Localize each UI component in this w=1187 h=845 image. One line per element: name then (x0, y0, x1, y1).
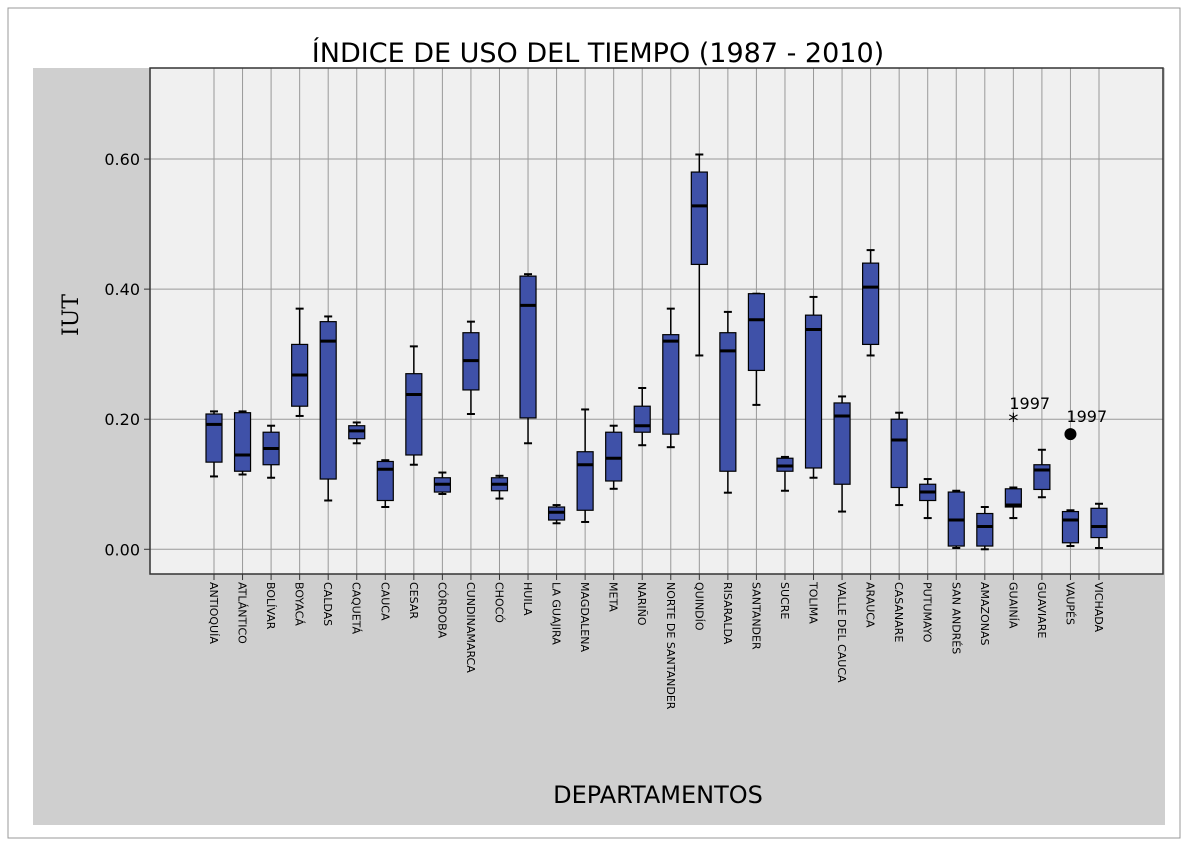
x-tick-label: GUAVIARE (1035, 582, 1048, 638)
x-tick-label: META (607, 582, 620, 612)
box (205, 413, 223, 463)
x-tick-label: VAUPÉS (1063, 582, 1076, 625)
box (890, 418, 908, 489)
box (862, 262, 880, 346)
box (662, 334, 680, 435)
box (1004, 488, 1022, 508)
x-tick-label: CAUCA (378, 582, 391, 621)
x-tick-label: RISARALDA (721, 582, 734, 645)
x-tick-label: SUCRE (778, 582, 791, 619)
x-tick-label: VICHADA (1092, 582, 1105, 633)
y-tick-label: 0.40 (104, 280, 140, 299)
plot-border (149, 67, 1164, 575)
y-tick-label: 0.00 (104, 540, 140, 559)
box (519, 275, 537, 419)
chart-title: ÍNDICE DE USO DEL TIEMPO (1987 - 2010) (312, 37, 884, 69)
box (376, 460, 394, 502)
box (747, 293, 766, 372)
x-tick-label: LA GUAJIRA (550, 582, 563, 645)
box (804, 314, 823, 469)
box (233, 412, 252, 472)
plot: 0.00 0.20 0.40 0.60 ANTIOQUÍA ATLÁNTICO BOLÍVA… (104, 68, 1163, 710)
x-tick-label: GUAINÍA (1006, 582, 1019, 629)
y-tick-label: 0.20 (104, 410, 140, 429)
x-tick-label: BOLÍVAR (264, 582, 277, 630)
x-tick-label: ANTIOQUÍA (207, 582, 220, 644)
box (719, 332, 737, 472)
box (1090, 507, 1108, 539)
y-tick-label: 0.60 (104, 150, 140, 169)
box (405, 373, 423, 456)
x-axis-label: DEPARTAMENTOS (553, 781, 763, 809)
box (976, 512, 994, 547)
box (833, 402, 851, 485)
outlier-label: 1997 (1066, 407, 1107, 426)
box (319, 321, 337, 480)
y-axis-label: IUT (59, 294, 84, 336)
plot-area (150, 68, 1163, 574)
x-tick-label: SAN ANDRÉS (949, 582, 962, 654)
x-tick-label: CUNDINAMARCA (464, 582, 477, 673)
x-tick-label: AMAZONAS (978, 582, 991, 645)
x-tick-label: QUINDÍO (692, 582, 705, 631)
x-tick-label: CASANARE (892, 582, 905, 642)
x-tick-label: NARIÑO (635, 582, 648, 626)
box (576, 451, 594, 511)
x-tick-label: CALDAS (321, 582, 334, 626)
outlier (1064, 428, 1077, 441)
outlier-label: 1997 (1009, 394, 1050, 413)
x-tick-label: HUILA (521, 582, 534, 616)
x-tick-label: CAQUETÁ (350, 582, 363, 635)
x-tick-label: SANTANDER (749, 582, 762, 650)
x-tick-label: TOLIMA (807, 581, 820, 624)
x-tick-label: ATLÁNTICO (236, 582, 249, 644)
box (1061, 510, 1080, 544)
box (633, 405, 651, 433)
x-tick-label: NORTE DE SANTANDER (664, 582, 677, 710)
x-tick-label: BOYACÁ (293, 582, 306, 626)
x-tick-label: CESAR (407, 582, 420, 619)
x-tick-label: ARAUCA (864, 582, 877, 628)
x-tick-label: MAGDALENA (578, 582, 591, 652)
x-tick-label: VALLE DEL CAUCA (835, 582, 848, 683)
box (690, 171, 708, 266)
x-tick-label: PUTUMAYO (921, 582, 934, 643)
box (605, 431, 623, 482)
x-tick-label: CHOCÓ (492, 582, 505, 623)
outlier: * (1008, 409, 1018, 433)
x-tick-label: CÓRDOBA (435, 582, 448, 639)
